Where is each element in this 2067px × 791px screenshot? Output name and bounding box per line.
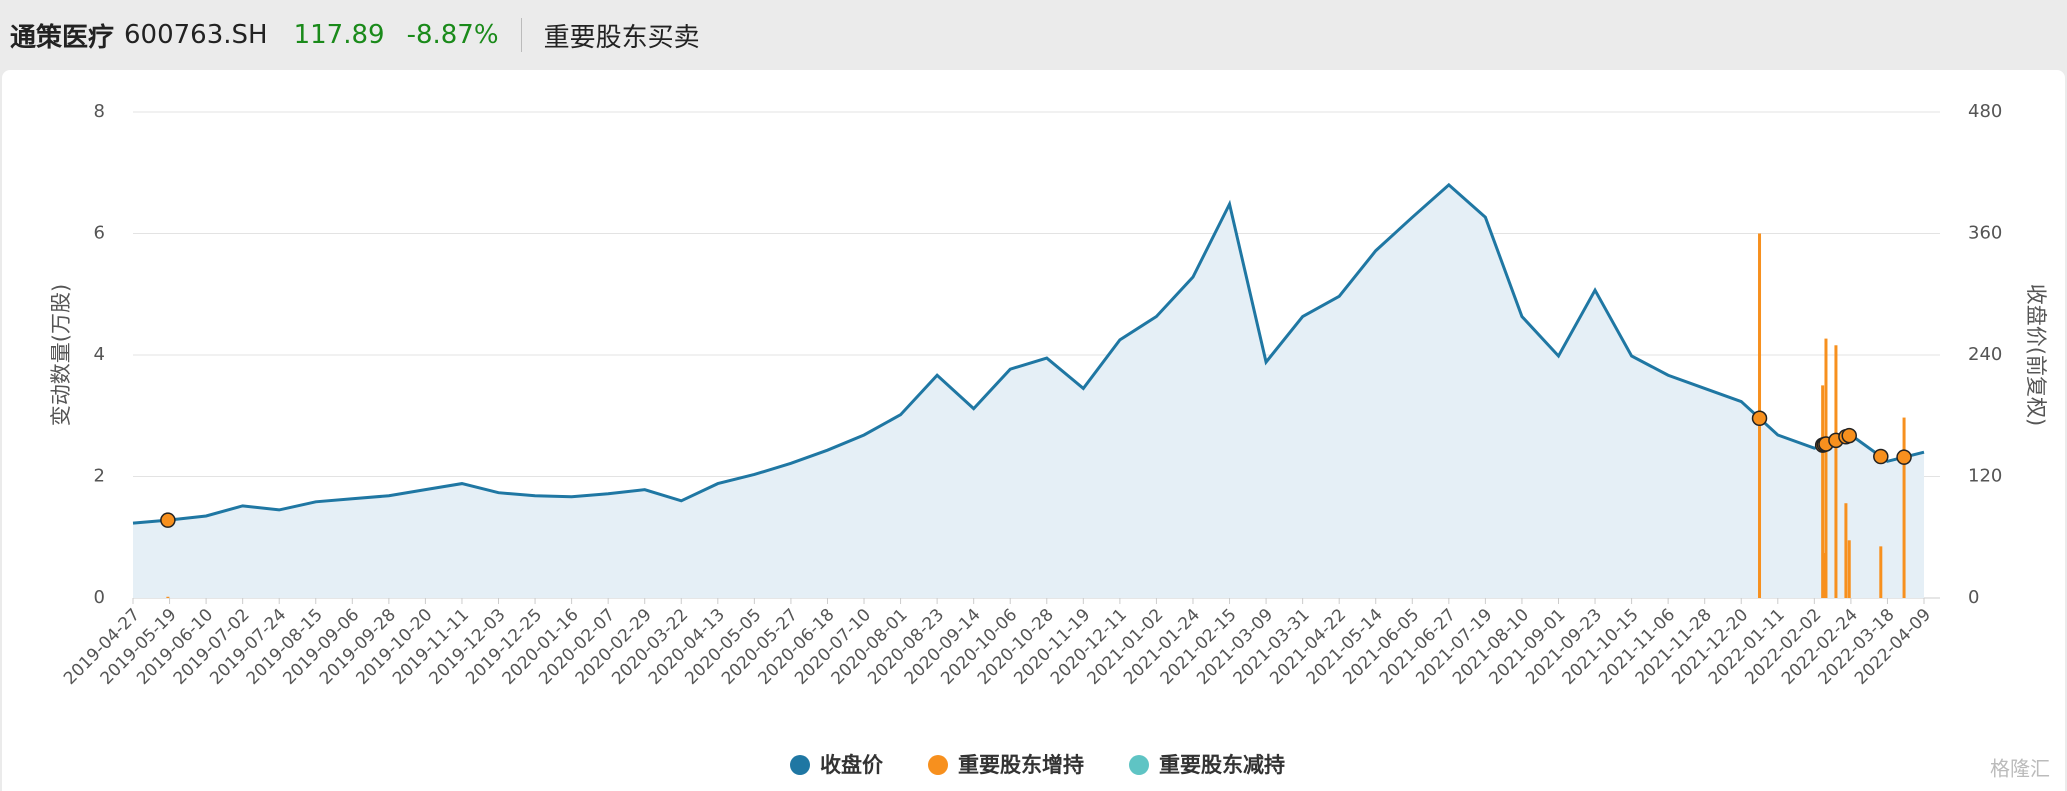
legend-label: 重要股东增持 [958, 753, 1084, 777]
y-tick-label: 8 [94, 101, 105, 122]
legend-marker [1129, 755, 1149, 775]
bar [1821, 385, 1825, 598]
header: 通策医疗 600763.SH 117.89 -8.87% 重要股东买卖 [0, 0, 2067, 70]
price-area [133, 184, 1924, 598]
bar [1844, 503, 1848, 598]
event-dot [1841, 427, 1857, 444]
price-line [132, 182, 1925, 525]
legend-marker [928, 755, 948, 775]
y2-tick-label: 480 [1968, 101, 2002, 122]
stock-change: -8.87% [406, 20, 499, 50]
bar [1822, 553, 1826, 598]
bar [1902, 417, 1906, 598]
y-tick-label: 4 [94, 344, 105, 365]
bar [1824, 338, 1828, 598]
legend-marker [790, 755, 810, 775]
bar [1879, 546, 1883, 598]
stock-price: 117.89 [293, 20, 385, 50]
y-tick-label: 6 [94, 223, 105, 244]
y2-tick-label: 120 [1968, 466, 2002, 487]
event-dot [1751, 410, 1768, 427]
y2-axis-label: 收盘价(前复权) [2024, 284, 2048, 426]
bar [166, 596, 170, 598]
bar [1834, 345, 1838, 598]
event-dot [160, 512, 176, 528]
stock-code: 600763.SH [124, 20, 268, 50]
legend-label: 重要股东减持 [1159, 753, 1285, 777]
section-title[interactable]: 重要股东买卖 [543, 22, 700, 53]
separator [520, 18, 522, 52]
y2-tick-label: 0 [1968, 587, 1979, 608]
y-tick-label: 0 [94, 587, 105, 608]
bar [1847, 540, 1851, 598]
y2-tick-label: 240 [1968, 344, 2002, 365]
stock-name: 通策医疗 [10, 22, 115, 53]
y-axis-label: 变动数量(万股) [49, 284, 73, 426]
legend-label: 收盘价 [820, 753, 884, 777]
y-tick-label: 2 [94, 466, 105, 487]
event-dot [1873, 448, 1889, 465]
watermark: 格隆汇 [1990, 757, 2050, 781]
event-dot [1896, 449, 1912, 465]
y2-tick-label: 360 [1968, 223, 2002, 244]
